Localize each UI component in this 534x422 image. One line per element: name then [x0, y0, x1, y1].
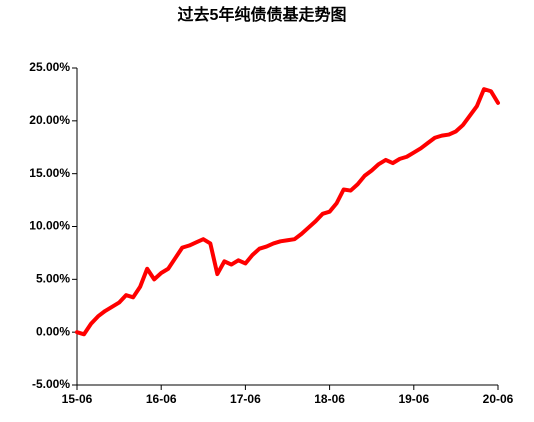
y-tick-label: 25.00%	[29, 60, 70, 74]
data-line	[75, 87, 500, 337]
y-tick-label: 5.00%	[36, 272, 70, 286]
y-tick-label: 20.00%	[29, 113, 70, 127]
x-tick-label: 15-06	[62, 392, 93, 406]
x-tick-label: 20-06	[483, 392, 514, 406]
y-tick-label: -5.00%	[32, 377, 70, 391]
chart-title: 过去5年纯债债基走势图	[178, 5, 347, 24]
y-tick-label: 10.00%	[29, 219, 70, 233]
x-tick-label: 18-06	[314, 392, 345, 406]
x-tick-label: 17-06	[230, 392, 261, 406]
y-tick-label: 15.00%	[29, 166, 70, 180]
x-tick-label: 16-06	[146, 392, 177, 406]
y-tick-label: 0.00%	[36, 324, 70, 338]
x-tick-label: 19-06	[398, 392, 429, 406]
